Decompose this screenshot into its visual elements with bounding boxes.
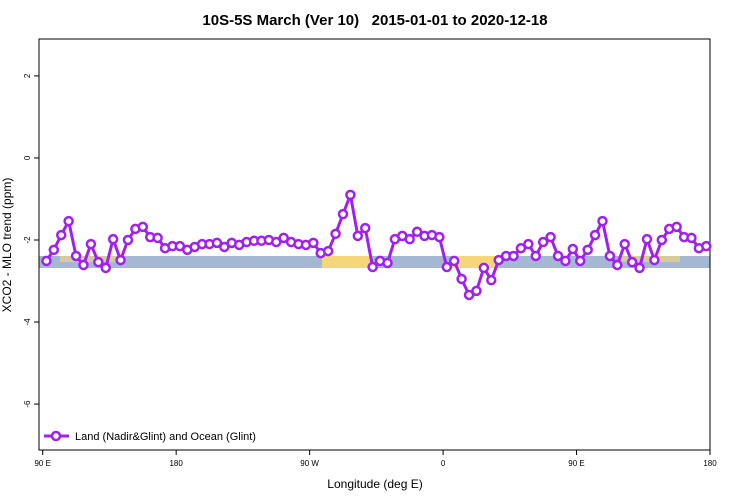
y-tick-label: 0 bbox=[23, 155, 32, 160]
data-point bbox=[582, 244, 593, 256]
data-point bbox=[515, 242, 527, 254]
x-tick-label: 0 bbox=[441, 459, 446, 468]
data-point bbox=[456, 273, 467, 285]
series-line bbox=[45, 193, 707, 297]
data-point bbox=[100, 262, 111, 274]
data-point bbox=[567, 243, 579, 255]
data-point bbox=[619, 238, 630, 250]
data-point bbox=[641, 233, 653, 245]
data-point bbox=[211, 237, 223, 249]
data-point bbox=[486, 274, 497, 286]
data-point bbox=[508, 250, 519, 262]
data-point bbox=[552, 250, 564, 262]
y-tick-label: 2 bbox=[23, 73, 32, 78]
data-point bbox=[367, 261, 378, 273]
data-point bbox=[404, 233, 415, 245]
data-point bbox=[634, 262, 645, 274]
data-point bbox=[322, 245, 334, 257]
legend-swatch bbox=[50, 430, 62, 442]
data-point bbox=[78, 259, 89, 271]
data-point bbox=[122, 234, 134, 246]
data-point bbox=[70, 250, 82, 262]
data-point bbox=[530, 250, 542, 262]
data-point bbox=[574, 255, 586, 267]
data-point bbox=[463, 289, 475, 301]
data-point bbox=[85, 238, 97, 250]
data-point bbox=[48, 244, 60, 256]
data-point bbox=[686, 232, 697, 244]
y-tick-label: -4 bbox=[23, 318, 32, 326]
data-point bbox=[560, 255, 571, 267]
plot-frame bbox=[38, 38, 711, 451]
data-point bbox=[471, 285, 482, 297]
data-point bbox=[359, 222, 371, 234]
data-point bbox=[352, 230, 364, 242]
data-point bbox=[656, 234, 668, 246]
data-point bbox=[152, 232, 163, 244]
data-point bbox=[411, 226, 423, 238]
x-tick-label: 180 bbox=[169, 459, 183, 468]
data-point bbox=[589, 229, 601, 241]
data-point bbox=[537, 236, 549, 248]
data-point bbox=[219, 241, 230, 253]
data-point bbox=[612, 259, 623, 271]
data-point bbox=[434, 231, 445, 243]
data-point bbox=[701, 240, 712, 252]
data-point bbox=[493, 254, 504, 266]
data-point bbox=[604, 250, 616, 262]
data-point bbox=[597, 215, 608, 227]
x-tick-label: 90 E bbox=[568, 459, 584, 468]
data-point bbox=[115, 254, 126, 266]
x-axis-label: Longitude (deg E) bbox=[327, 477, 422, 491]
data-point bbox=[330, 228, 341, 240]
data-point bbox=[55, 229, 67, 241]
x-tick-label: 90 E bbox=[34, 459, 50, 468]
data-point bbox=[271, 236, 282, 248]
data-point bbox=[278, 232, 289, 244]
land-band bbox=[322, 256, 370, 268]
data-point bbox=[671, 221, 682, 233]
data-point bbox=[337, 208, 349, 220]
y-tick-label: -6 bbox=[23, 400, 32, 408]
ocean-band bbox=[39, 256, 710, 268]
data-point bbox=[93, 256, 104, 268]
data-point bbox=[137, 221, 149, 233]
data-point bbox=[448, 255, 460, 267]
data-point bbox=[41, 255, 52, 267]
data-point bbox=[649, 254, 660, 266]
data-point bbox=[626, 256, 638, 268]
x-tick-label: 90 W bbox=[300, 459, 319, 468]
data-point bbox=[441, 261, 453, 273]
data-point bbox=[308, 237, 319, 249]
chart-title: 10S-5S March (Ver 10) 2015-01-01 to 2020… bbox=[202, 12, 547, 29]
x-tick-label: 180 bbox=[703, 459, 717, 468]
data-point bbox=[523, 238, 534, 250]
data-point bbox=[63, 215, 74, 227]
data-point bbox=[382, 257, 393, 269]
data-point bbox=[545, 231, 556, 243]
legend-label: Land (Nadir&Glint) and Ocean (Glint) bbox=[75, 431, 256, 443]
data-point bbox=[345, 189, 356, 201]
y-axis-label: XCO2 - MLO trend (ppm) bbox=[0, 178, 14, 313]
land-band bbox=[60, 256, 120, 262]
y-tick-label: -2 bbox=[23, 236, 32, 244]
data-point bbox=[107, 233, 119, 245]
data-point bbox=[478, 262, 490, 274]
